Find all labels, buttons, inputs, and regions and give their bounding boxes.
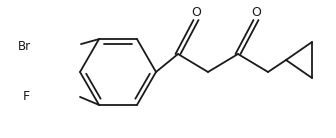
Text: Br: Br [18,40,31,54]
Text: O: O [191,6,201,18]
Text: O: O [251,6,261,18]
Text: F: F [23,91,30,104]
